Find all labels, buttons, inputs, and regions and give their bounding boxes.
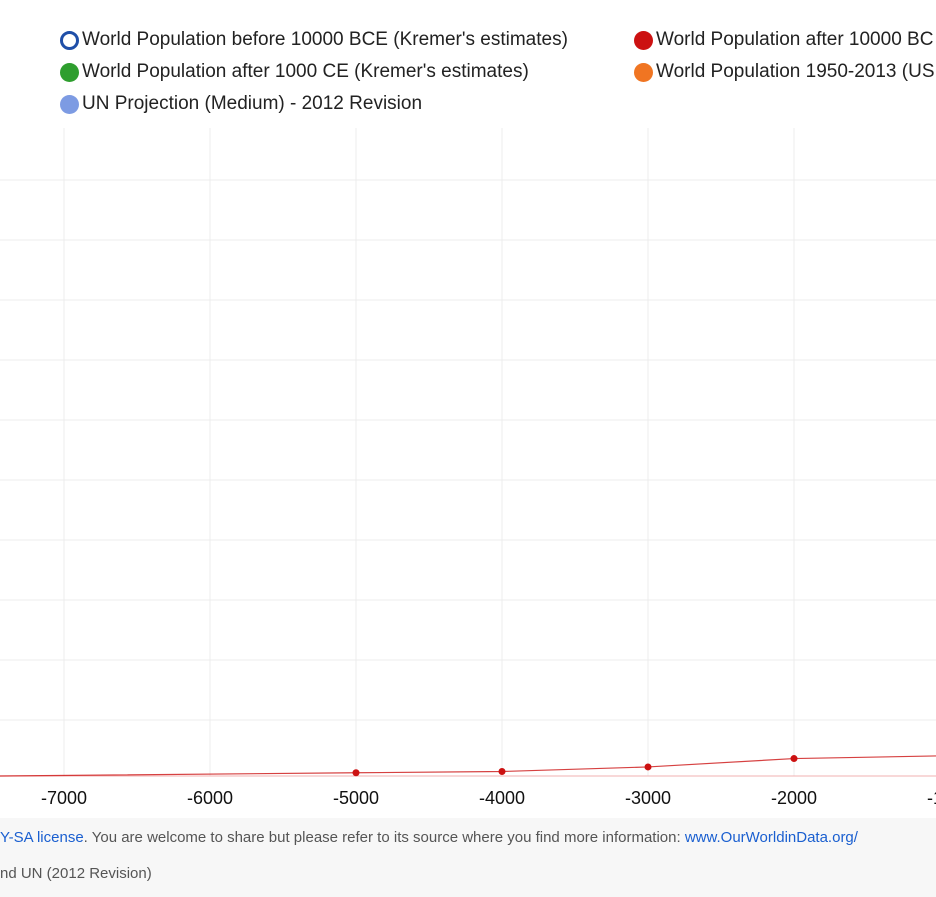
legend-item-un-projection[interactable]: UN Projection (Medium) - 2012 Revision: [60, 90, 422, 118]
chart-legend: World Population before 10000 BCE (Kreme…: [0, 0, 936, 125]
x-tick-label: -7000: [41, 788, 87, 808]
data-point[interactable]: [352, 769, 360, 777]
footer-source-line: nd UN (2012 Revision): [0, 865, 152, 882]
site-link[interactable]: www.OurWorldinData.org/: [684, 829, 858, 846]
data-point[interactable]: [498, 767, 506, 775]
blue-circle-icon: [60, 94, 79, 114]
x-tick-label: -6000: [187, 788, 233, 808]
legend-item-after-1000-ce[interactable]: World Population after 1000 CE (Kremer's…: [60, 58, 529, 86]
legend-label: UN Projection (Medium) - 2012 Revision: [82, 93, 423, 114]
series-line: [0, 755, 936, 777]
chart-plot: -7000 -6000 -5000 -4000 -3000 -2000 -10: [0, 128, 936, 808]
x-tick-label: -4000: [479, 788, 525, 808]
green-circle-icon: [60, 62, 79, 82]
data-point[interactable]: [644, 763, 652, 771]
x-tick-label: -5000: [333, 788, 379, 808]
legend-label: World Population before 10000 BCE (Kreme…: [82, 29, 568, 50]
x-tick-label: -3000: [625, 788, 671, 808]
legend-item-1950-2013[interactable]: World Population 1950-2013 (US: [634, 58, 935, 86]
red-circle-icon: [634, 30, 653, 50]
x-tick-label: -10: [927, 788, 936, 808]
grid: [0, 128, 936, 777]
series-layer: [0, 755, 936, 777]
legend-label: World Population 1950-2013 (US: [656, 61, 935, 82]
hollow-circle-icon: [60, 30, 79, 50]
data-point[interactable]: [790, 755, 798, 763]
license-link[interactable]: Y-SA license: [0, 829, 84, 846]
legend-label: World Population after 1000 CE (Kremer's…: [82, 61, 529, 82]
license-text: . You are welcome to share but please re…: [83, 829, 685, 846]
legend-item-after-10000-bc[interactable]: World Population after 10000 BC: [634, 26, 933, 54]
legend-item-pre-10000-bce[interactable]: World Population before 10000 BCE (Kreme…: [60, 26, 568, 54]
footer-background: [0, 818, 936, 897]
x-tick-label: -2000: [771, 788, 817, 808]
legend-label: World Population after 10000 BC: [656, 29, 934, 50]
x-axis-ticks: -7000 -6000 -5000 -4000 -3000 -2000 -10: [41, 788, 936, 808]
orange-circle-icon: [634, 62, 653, 82]
footer-license-line: Y-SA license. You are welcome to share b…: [0, 829, 936, 851]
